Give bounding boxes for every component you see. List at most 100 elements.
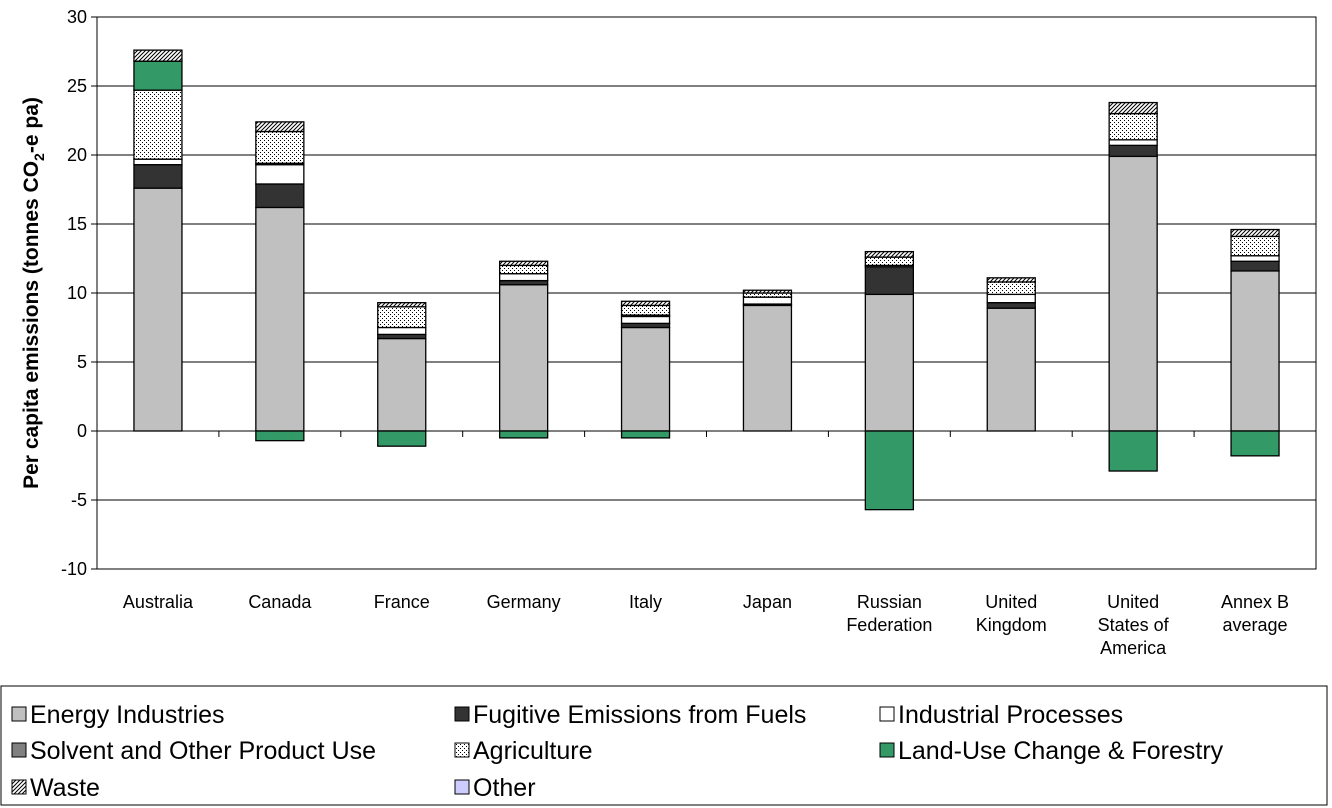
x-tick-label: United — [985, 592, 1037, 612]
bar-segment — [498, 260, 549, 267]
bar-segment — [1230, 430, 1280, 457]
bar-segment — [864, 256, 914, 267]
bar-segment — [620, 300, 671, 307]
bar-segment — [1108, 430, 1158, 472]
legend-label: Land-Use Change & Forestry — [898, 737, 1224, 765]
bar-segment — [1230, 228, 1280, 238]
bar-segment — [742, 304, 793, 432]
bar-segment — [498, 273, 549, 282]
bar-segment — [620, 326, 671, 432]
bar-segment — [255, 121, 305, 133]
x-tick-label: Russian — [857, 592, 922, 612]
legend: Energy Industries Fugitive Emissions from… — [11, 701, 1224, 802]
x-tick-label: United — [1107, 592, 1159, 612]
x-tick-label: America — [1100, 638, 1167, 658]
legend-label: Fugitive Emissions from Fuels — [473, 701, 806, 729]
bar-segment — [133, 187, 183, 432]
y-tick-label: -10 — [61, 559, 87, 579]
y-axis-label: Per capita emissions (tonnes CO2-e pa) — [20, 97, 47, 489]
bar-segment — [1230, 255, 1280, 262]
bar-segment — [742, 289, 793, 294]
y-tick-label: 10 — [67, 283, 87, 303]
legend-swatch — [879, 742, 895, 758]
bar-segment — [864, 430, 914, 511]
x-tick-labels: Australia Canada France Germany Italy Japan Ru… — [123, 592, 1289, 658]
bar-segment — [620, 315, 671, 325]
legend-swatch — [879, 706, 895, 722]
legend-swatch — [11, 742, 27, 758]
bar-segment — [864, 293, 914, 432]
bar-segment — [498, 430, 549, 439]
bar-segment — [377, 306, 427, 329]
axes — [91, 16, 1317, 570]
legend-swatch — [454, 742, 470, 758]
x-tick-label: France — [374, 592, 430, 612]
bar-segment — [255, 430, 305, 442]
bar-segment — [377, 337, 427, 432]
y-tick-label: 0 — [77, 421, 87, 441]
x-tick-label: States of — [1098, 615, 1170, 635]
bar-segment — [620, 430, 671, 439]
bar-segment — [1108, 155, 1158, 432]
y-tick-label: 25 — [67, 76, 87, 96]
bar-segment — [377, 302, 427, 308]
x-tick-label: Annex B — [1221, 592, 1289, 612]
bar-segment — [1108, 144, 1158, 158]
bar-segment — [1108, 112, 1158, 141]
bar-segment — [377, 326, 427, 336]
y-tick-labels: -10 -5 0 5 10 15 20 25 30 — [61, 7, 87, 579]
bar-segment — [1108, 101, 1158, 115]
y-tick-label: 30 — [67, 7, 87, 27]
bar-segment — [133, 49, 183, 62]
legend-label: Industrial Processes — [898, 701, 1123, 729]
y-tick-label: 20 — [67, 145, 87, 165]
legend-box — [0, 685, 1328, 806]
bar-segment — [255, 183, 305, 209]
bar-segment — [498, 284, 549, 432]
bar-segment — [133, 164, 183, 189]
legend-label: Solvent and Other Product Use — [30, 737, 376, 765]
legend-swatch — [11, 706, 27, 722]
bar-segment — [986, 277, 1036, 283]
bar-segment — [742, 296, 793, 305]
bar-segment — [864, 266, 914, 296]
legend-swatch — [11, 779, 27, 795]
x-tick-label: Italy — [629, 592, 662, 612]
bar-segment — [377, 430, 427, 447]
bar-segment — [986, 307, 1036, 432]
legend-label: Energy Industries — [30, 701, 225, 729]
legend-swatch — [454, 779, 470, 795]
x-tick-label: Australia — [123, 592, 194, 612]
x-tick-label: Germany — [487, 592, 561, 612]
bar-segment — [986, 302, 1036, 309]
bar-segment — [133, 60, 183, 91]
y-tick-label: 5 — [77, 352, 87, 372]
legend-label: Other — [473, 774, 536, 802]
x-tick-label: Japan — [743, 592, 792, 612]
bar-segment — [986, 281, 1036, 296]
bar-segment — [620, 304, 671, 316]
bar-segment — [255, 164, 305, 185]
bar-segment — [1230, 260, 1280, 272]
bar-segment — [1108, 139, 1158, 146]
bar-segment — [498, 264, 549, 275]
bar-segment — [133, 89, 183, 160]
x-tick-label: average — [1223, 615, 1288, 635]
legend-label: Waste — [30, 774, 100, 802]
x-tick-label: Kingdom — [976, 615, 1047, 635]
y-tick-label: -5 — [71, 490, 87, 510]
bar-segment — [1230, 235, 1280, 257]
y-axis-label-subscript: 2 — [31, 153, 47, 161]
y-tick-label: 15 — [67, 214, 87, 234]
bar-segment — [986, 293, 1036, 304]
bar-segment — [255, 130, 305, 164]
legend-label: Agriculture — [473, 737, 593, 765]
bar-segment — [133, 158, 183, 166]
bar-segment — [255, 206, 305, 432]
x-tick-label: Canada — [248, 592, 312, 612]
x-tick-label: Federation — [846, 615, 932, 635]
bars — [133, 49, 1280, 511]
legend-swatch — [454, 706, 470, 722]
bar-segment — [1230, 270, 1280, 432]
